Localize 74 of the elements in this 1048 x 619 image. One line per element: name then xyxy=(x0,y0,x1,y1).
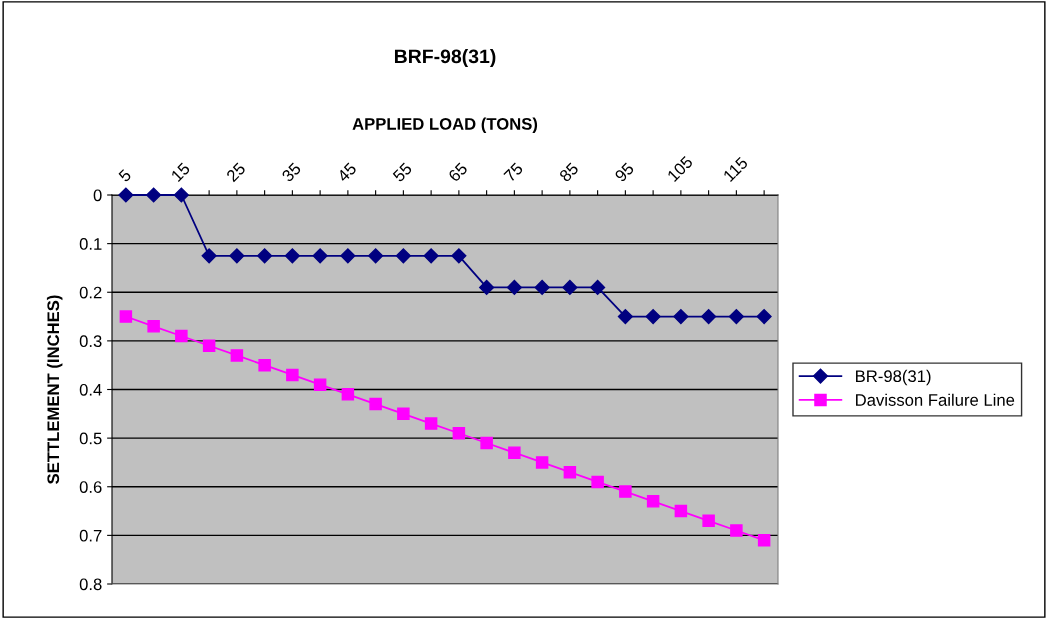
x-tick-label: 115 xyxy=(722,156,749,183)
point xyxy=(340,248,356,264)
x-tick-label: 65 xyxy=(447,161,469,183)
y-tick-label: 0.5 xyxy=(79,432,102,445)
point xyxy=(230,349,244,362)
point xyxy=(591,475,604,489)
x-axis-title: APPLIED LOAD (TONS) xyxy=(352,117,538,134)
x-tick-label: 25 xyxy=(225,161,247,183)
point xyxy=(673,308,689,325)
point xyxy=(229,248,245,264)
point xyxy=(119,310,133,323)
y-tick-label: 0 xyxy=(93,189,102,202)
point xyxy=(284,248,300,264)
chart-title: BRF-98(31) xyxy=(394,48,496,68)
point xyxy=(645,308,661,325)
point xyxy=(146,187,162,203)
y-tick-label: 0.2 xyxy=(79,286,102,299)
point xyxy=(452,427,466,440)
point xyxy=(757,533,771,547)
x-tick-label: 95 xyxy=(614,161,635,183)
y-tick-label: 0.8 xyxy=(79,578,102,591)
point xyxy=(617,308,633,325)
y-tick-label: 0.4 xyxy=(79,383,102,396)
point xyxy=(202,339,216,352)
x-tick-label: 15 xyxy=(170,162,191,183)
point xyxy=(728,308,744,325)
point xyxy=(395,248,411,264)
legend-label: BR-98(31) xyxy=(856,369,931,386)
x-tick-label: 105 xyxy=(666,155,694,183)
point xyxy=(201,248,217,264)
point xyxy=(506,279,522,295)
point xyxy=(173,187,189,203)
point xyxy=(619,485,632,498)
point xyxy=(423,248,439,264)
point xyxy=(369,397,382,411)
point xyxy=(424,417,438,430)
point xyxy=(479,279,495,295)
point xyxy=(590,279,606,295)
point xyxy=(118,187,134,203)
point xyxy=(534,279,550,295)
point xyxy=(562,279,578,295)
y-tick-label: 0.7 xyxy=(79,529,102,542)
x-tick-label: 35 xyxy=(281,161,302,183)
point xyxy=(563,465,577,479)
y-tick-label: 0.6 xyxy=(79,481,102,493)
point xyxy=(702,514,715,528)
point xyxy=(175,329,188,343)
point xyxy=(286,368,299,382)
y-axis-title: SETTLEMENT (INCHES) xyxy=(46,295,63,484)
point xyxy=(257,248,273,264)
point xyxy=(341,388,355,401)
point xyxy=(451,248,467,264)
x-tick-label: 75 xyxy=(503,162,524,183)
y-tick-label: 0.3 xyxy=(79,335,102,348)
point xyxy=(397,407,410,421)
point xyxy=(674,504,688,518)
x-tick-label: 5 xyxy=(118,168,132,183)
point xyxy=(480,436,493,450)
point xyxy=(147,320,160,333)
point xyxy=(701,308,717,325)
x-tick-label: 55 xyxy=(392,162,413,183)
x-tick-label: 45 xyxy=(336,162,358,183)
point xyxy=(535,456,549,469)
point xyxy=(646,495,660,508)
point xyxy=(258,358,271,372)
point xyxy=(312,248,328,264)
point xyxy=(756,308,772,325)
point xyxy=(368,248,384,264)
point xyxy=(730,524,743,537)
point xyxy=(508,446,521,459)
point xyxy=(313,378,327,391)
y-tick-label: 0.1 xyxy=(79,238,102,250)
x-tick-label: 85 xyxy=(558,161,580,183)
legend-label: Davisson Failure Line xyxy=(856,393,1015,406)
